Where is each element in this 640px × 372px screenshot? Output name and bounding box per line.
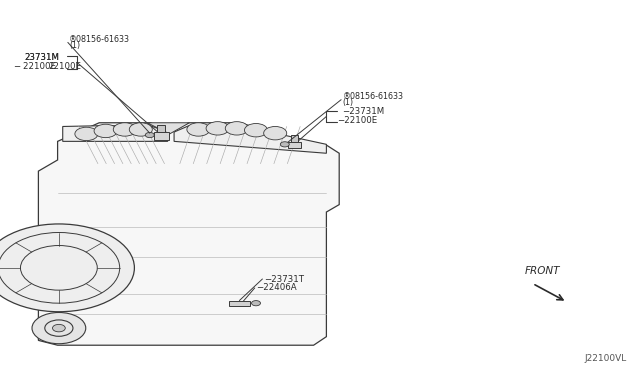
Polygon shape [147,123,189,134]
Text: (1): (1) [69,41,80,50]
Circle shape [244,124,268,137]
Text: ®08156-61633: ®08156-61633 [69,35,130,44]
Text: −22406A: −22406A [256,283,296,292]
Polygon shape [38,123,339,345]
Circle shape [75,127,98,141]
Text: −23731T: −23731T [264,275,304,283]
FancyBboxPatch shape [288,142,301,148]
Text: (1): (1) [342,98,353,107]
Text: −22100E: −22100E [337,116,378,125]
Circle shape [252,301,260,306]
Text: 22100E: 22100E [49,62,82,71]
Polygon shape [63,126,168,141]
Text: −23731M: −23731M [342,107,385,116]
Text: 23731M: 23731M [24,53,60,62]
Circle shape [129,123,152,136]
Circle shape [264,126,287,140]
Circle shape [52,324,65,332]
Circle shape [32,312,86,344]
Polygon shape [174,126,326,153]
Text: ®08156-61633: ®08156-61633 [342,92,403,101]
Text: FRONT: FRONT [525,266,560,276]
Circle shape [280,142,289,147]
Text: − 22100E: − 22100E [13,62,56,71]
Text: 23731M: 23731M [24,53,60,62]
Circle shape [94,124,117,138]
Circle shape [45,320,73,336]
Bar [157,125,165,132]
Bar [291,135,298,142]
Circle shape [225,122,248,135]
Circle shape [145,132,154,138]
Circle shape [0,224,134,312]
Text: J22100VL: J22100VL [585,354,627,363]
Circle shape [206,122,229,135]
Circle shape [113,123,136,136]
FancyBboxPatch shape [154,132,169,140]
Circle shape [187,123,210,136]
Bar [229,301,250,306]
